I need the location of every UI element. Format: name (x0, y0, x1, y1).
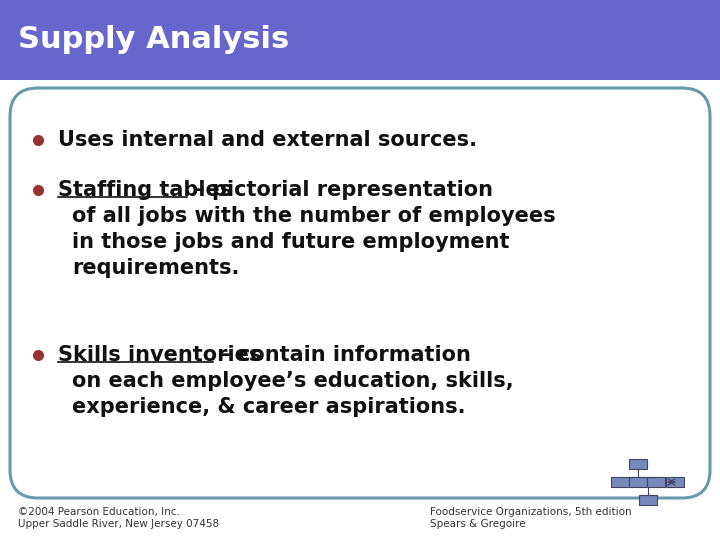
Text: – contain information: – contain information (213, 345, 471, 365)
FancyBboxPatch shape (629, 459, 647, 469)
FancyBboxPatch shape (0, 0, 720, 80)
Text: in those jobs and future employment: in those jobs and future employment (72, 232, 510, 252)
Text: Skills inventories: Skills inventories (58, 345, 261, 365)
FancyBboxPatch shape (629, 477, 647, 487)
FancyBboxPatch shape (639, 495, 657, 505)
Text: Spears & Gregoire: Spears & Gregoire (430, 519, 526, 529)
Text: Staffing tables: Staffing tables (58, 180, 233, 200)
Text: – pictorial representation: – pictorial representation (187, 180, 493, 200)
FancyBboxPatch shape (666, 477, 684, 487)
Text: Upper Saddle River, New Jersey 07458: Upper Saddle River, New Jersey 07458 (18, 519, 219, 529)
FancyBboxPatch shape (10, 88, 710, 498)
Text: on each employee’s education, skills,: on each employee’s education, skills, (72, 371, 513, 391)
Text: of all jobs with the number of employees: of all jobs with the number of employees (72, 206, 556, 226)
Text: ©2004 Pearson Education, Inc.: ©2004 Pearson Education, Inc. (18, 507, 180, 517)
FancyBboxPatch shape (611, 477, 629, 487)
Text: requirements.: requirements. (72, 258, 239, 278)
FancyBboxPatch shape (647, 477, 665, 487)
Text: experience, & career aspirations.: experience, & career aspirations. (72, 397, 466, 417)
Text: Supply Analysis: Supply Analysis (18, 25, 289, 55)
Text: Foodservice Organizations, 5th edition: Foodservice Organizations, 5th edition (430, 507, 631, 517)
Text: Uses internal and external sources.: Uses internal and external sources. (58, 130, 477, 150)
